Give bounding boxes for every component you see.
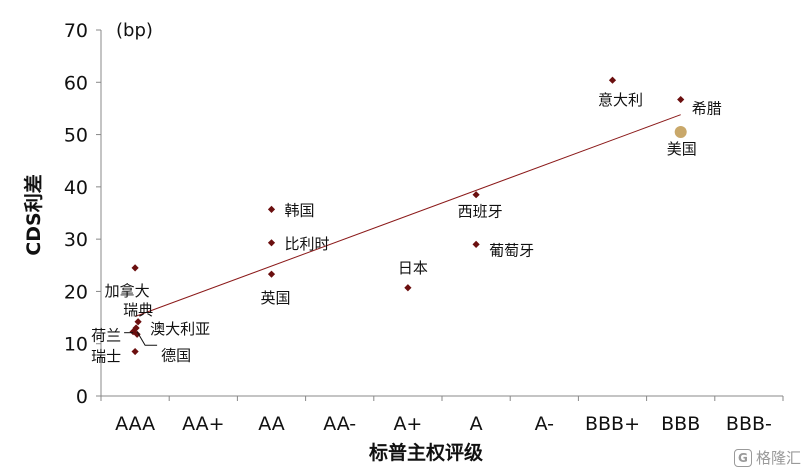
x-tick-label: AA (258, 413, 285, 435)
data-point (132, 348, 139, 355)
data-point (677, 96, 684, 103)
y-tick-label: 30 (64, 229, 88, 251)
point-label: 荷兰 (91, 327, 121, 345)
point-label: 英国 (260, 289, 290, 307)
x-tick-label: BBB+ (585, 413, 640, 435)
y-tick-label: 70 (64, 20, 88, 42)
x-tick-label: A+ (393, 413, 422, 435)
data-point (675, 126, 687, 138)
data-point (268, 271, 275, 278)
point-label: 德国 (161, 346, 191, 364)
watermark: G 格隆汇 (734, 447, 801, 468)
data-point (268, 239, 275, 246)
point-label: 西班牙 (458, 203, 503, 221)
x-axis-title: 标普主权评级 (369, 441, 483, 464)
data-point (132, 264, 139, 271)
point-label: 韩国 (285, 201, 315, 219)
point-label: 意大利 (598, 91, 643, 109)
data-point (404, 284, 411, 291)
x-ticks: AAA AA+ AA AA- A+ A A- BBB+ BBB BBB- (101, 396, 783, 435)
point-label: 瑞士 (91, 348, 121, 366)
watermark-text: 格隆汇 (756, 447, 801, 468)
point-label: 比利时 (285, 235, 330, 253)
x-tick-label: BBB- (726, 413, 772, 435)
x-tick-label: AA+ (182, 413, 224, 435)
point-label: 日本 (398, 259, 428, 277)
gelonghui-logo-icon: G (734, 449, 752, 467)
y-tick-label: 20 (64, 281, 88, 303)
x-tick-label: A- (535, 413, 554, 435)
axes (101, 30, 783, 396)
x-tick-label: AAA (115, 413, 155, 435)
y-tick-label: 60 (64, 72, 88, 94)
point-label: 澳大利亚 (150, 320, 210, 338)
x-tick-label: A (470, 413, 483, 435)
x-tick-label: BBB (661, 413, 700, 435)
point-label: 葡萄牙 (489, 241, 534, 259)
point-label: 瑞典 (123, 301, 153, 319)
y-axis-title: CDS利差 (22, 174, 45, 255)
data-point (609, 77, 616, 84)
point-label: 美国 (667, 140, 697, 158)
x-tick-label: AA- (323, 413, 356, 435)
data-point (473, 191, 480, 198)
data-point (473, 241, 480, 248)
y-unit-label: (bp) (116, 20, 153, 41)
y-tick-label: 40 (64, 177, 88, 199)
y-tick-label: 10 (64, 334, 88, 356)
point-label: 希腊 (692, 100, 722, 118)
data-point (135, 318, 142, 325)
point-label: 加拿大 (105, 282, 150, 300)
point-labels: 加拿大瑞典澳大利亚 荷兰德国 瑞士 韩国比利时英国 日本 西班牙葡萄牙 意大利希腊美国 (91, 91, 722, 365)
data-point (268, 206, 275, 213)
y-tick-label: 0 (76, 386, 88, 408)
y-tick-label: 50 (64, 125, 88, 147)
